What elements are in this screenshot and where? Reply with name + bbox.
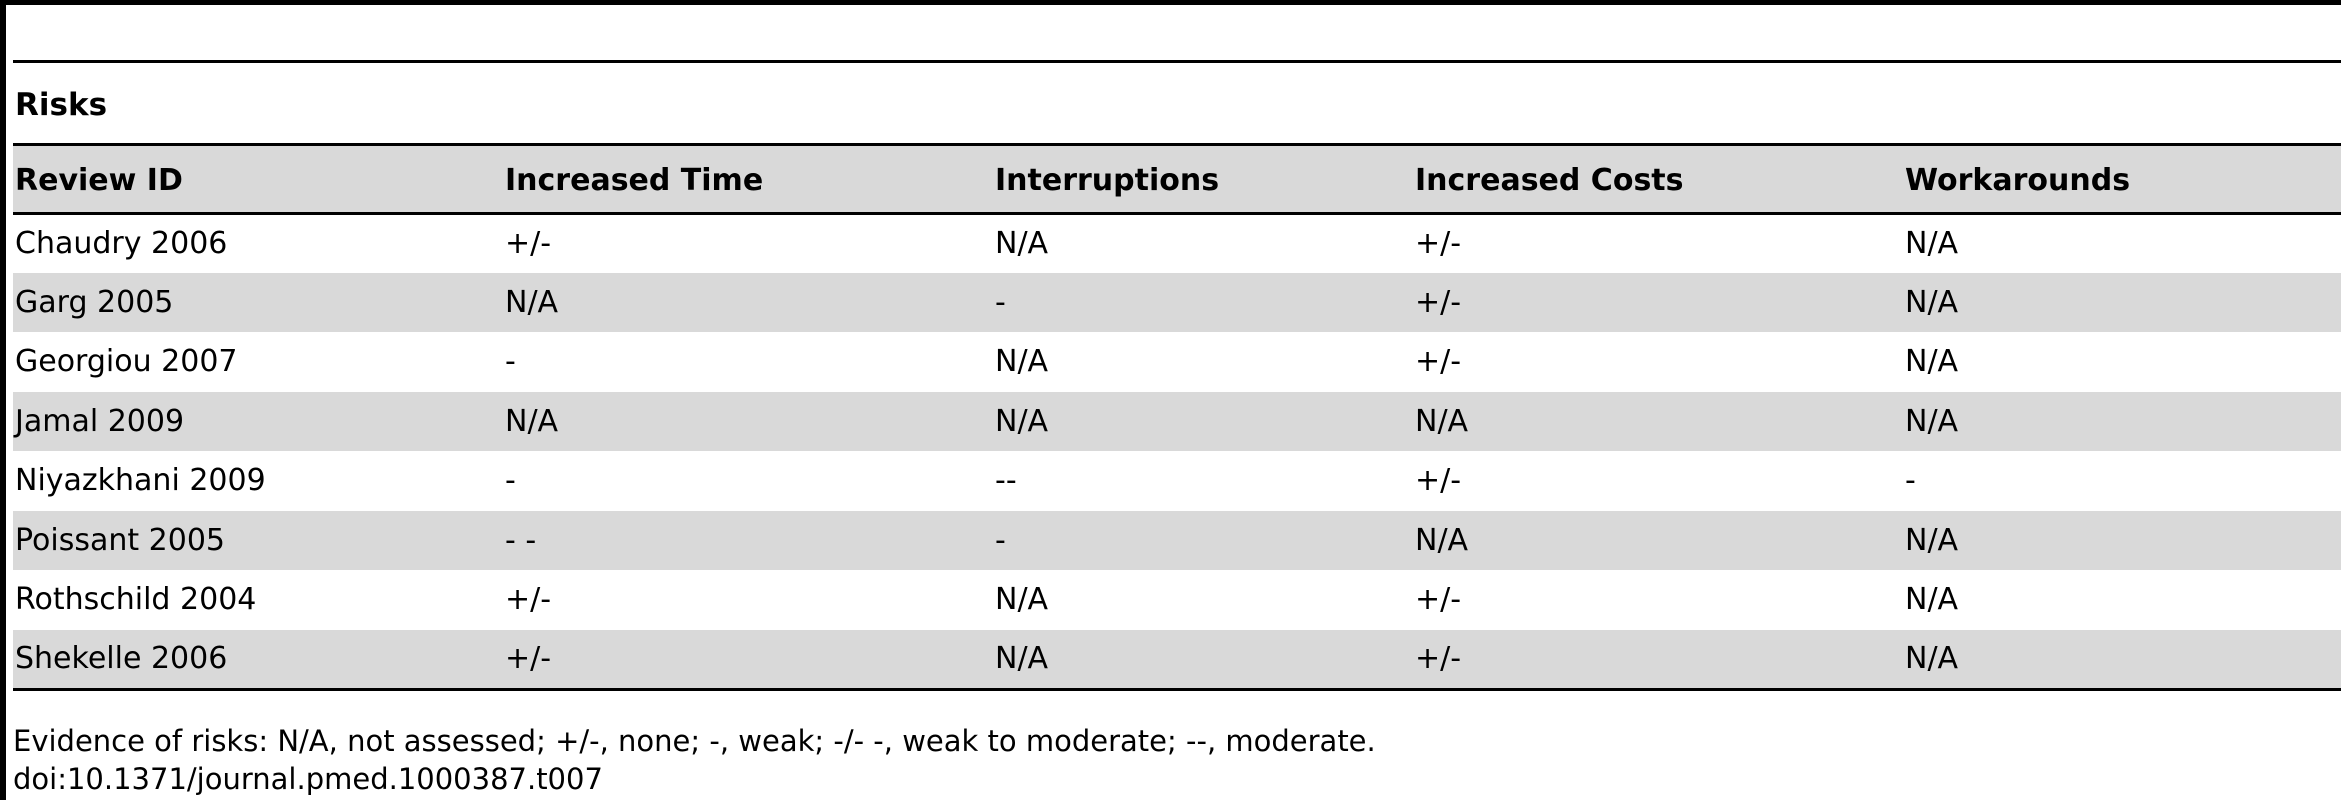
cell-interruptions: - <box>995 284 1006 320</box>
column-header-increased-costs: Increased Costs <box>1413 146 1903 215</box>
column-header-workarounds: Workarounds <box>1903 146 2341 215</box>
header-top-rule <box>13 143 2341 146</box>
table-row: Chaudry 2006 +/- N/A +/- N/A <box>13 213 2341 273</box>
cell-increased-time: - <box>505 463 516 499</box>
table-header-row: Review ID Increased Time Interruptions I… <box>13 146 2341 215</box>
left-border-bar <box>0 0 6 800</box>
footnote-doi: doi:10.1371/journal.pmed.1000387.t007 <box>13 762 603 796</box>
cell-workarounds: - <box>1905 463 1916 499</box>
cell-review-id: Shekelle 2006 <box>13 629 503 691</box>
cell-workarounds: N/A <box>1905 226 1959 261</box>
cell-review-id: Poissant 2005 <box>15 522 226 558</box>
cell-interruptions: N/A <box>995 344 1049 380</box>
table-row: Garg 2005 N/A - +/- N/A <box>13 272 2341 332</box>
cell-increased-costs: +/- <box>1415 284 1462 320</box>
top-rule <box>6 0 2341 5</box>
cell-review-id: Chaudry 2006 <box>15 226 228 261</box>
cell-increased-costs: +/- <box>1415 226 1462 261</box>
cell-review-id: Georgiou 2007 <box>15 344 238 380</box>
cell-workarounds: N/A <box>1905 522 1959 558</box>
cell-interruptions: N/A <box>995 403 1049 439</box>
cell-increased-costs: +/- <box>1413 629 1903 691</box>
cell-increased-time: +/- <box>505 226 552 261</box>
table-row: Jamal 2009 N/A N/A N/A N/A <box>13 391 2341 451</box>
cell-increased-time: N/A <box>505 403 559 439</box>
cell-workarounds: N/A <box>1905 284 1959 320</box>
table-top-rule <box>13 60 2341 63</box>
section-title: Risks <box>15 87 108 123</box>
cell-interruptions: N/A <box>995 582 1049 618</box>
cell-interruptions: - <box>995 522 1006 558</box>
cell-increased-time: N/A <box>505 284 559 320</box>
cell-increased-costs: +/- <box>1415 344 1462 380</box>
cell-increased-costs: N/A <box>1415 522 1469 558</box>
cell-review-id: Garg 2005 <box>15 284 174 320</box>
column-header-increased-time: Increased Time <box>503 146 993 215</box>
cell-increased-costs: +/- <box>1415 463 1462 499</box>
column-header-interruptions: Interruptions <box>993 146 1413 215</box>
cell-review-id: Jamal 2009 <box>15 403 185 439</box>
table-row: Rothschild 2004 +/- N/A +/- N/A <box>13 570 2341 630</box>
cell-interruptions: N/A <box>993 629 1413 691</box>
cell-workarounds: N/A <box>1905 403 1959 439</box>
table-row: Poissant 2005 - - - N/A N/A <box>13 510 2341 570</box>
column-header-review-id: Review ID <box>13 146 503 215</box>
risks-table-container: Risks Review ID Increased Time Interrupt… <box>13 60 2341 691</box>
cell-workarounds: N/A <box>1905 344 1959 380</box>
footnote-legend: Evidence of risks: N/A, not assessed; +/… <box>13 724 1376 758</box>
cell-increased-costs: N/A <box>1415 403 1469 439</box>
cell-increased-time: +/- <box>505 582 552 618</box>
risks-table: Review ID Increased Time Interruptions I… <box>13 146 2341 691</box>
cell-workarounds: N/A <box>1905 582 1959 618</box>
cell-review-id: Niyazkhani 2009 <box>15 463 266 499</box>
table-row: Georgiou 2007 - N/A +/- N/A <box>13 332 2341 392</box>
cell-workarounds: N/A <box>1903 629 2341 691</box>
cell-interruptions: N/A <box>995 226 1049 261</box>
cell-review-id: Rothschild 2004 <box>15 582 257 618</box>
table-row: Niyazkhani 2009 - -- +/- - <box>13 451 2341 511</box>
table-row: Shekelle 2006 +/- N/A +/- N/A <box>13 629 2341 691</box>
table-footnote: Evidence of risks: N/A, not assessed; +/… <box>13 722 1376 798</box>
cell-increased-time: +/- <box>503 629 993 691</box>
cell-interruptions: -- <box>995 463 1017 499</box>
cell-increased-time: - - <box>505 522 537 558</box>
cell-increased-time: - <box>505 344 516 380</box>
cell-increased-costs: +/- <box>1415 582 1462 618</box>
